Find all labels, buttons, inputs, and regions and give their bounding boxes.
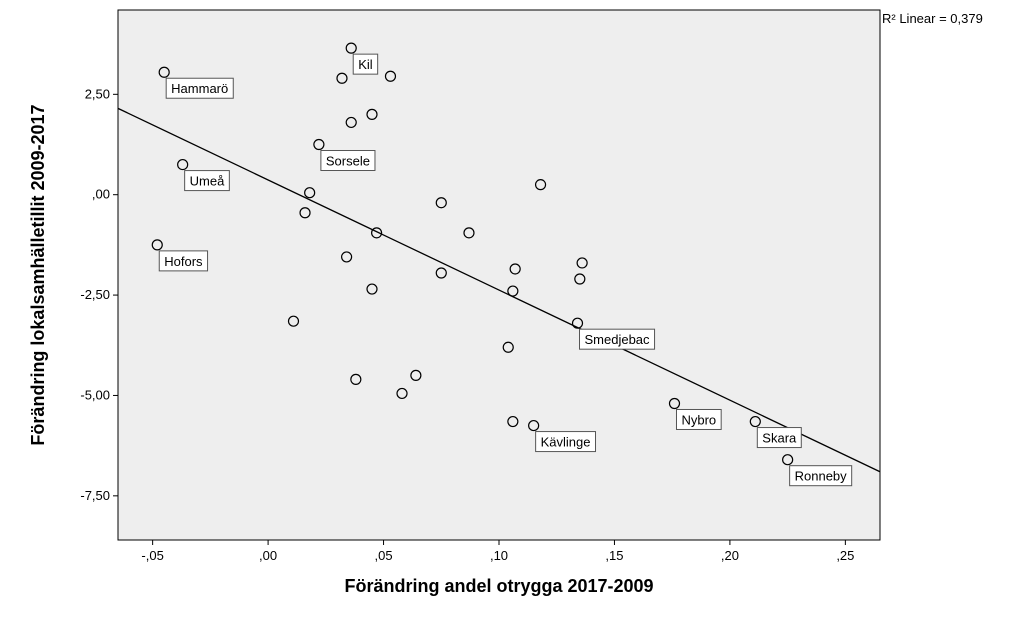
point-label-frame bbox=[320, 150, 376, 172]
data-point bbox=[341, 251, 353, 263]
point-label: Umeå bbox=[190, 174, 225, 189]
data-point bbox=[299, 207, 311, 219]
x-axis-title: Förändring andel otrygga 2017-2009 bbox=[344, 576, 653, 596]
point-label: Smedjebac bbox=[585, 332, 651, 347]
y-tick-label: -7,50 bbox=[80, 488, 110, 503]
data-point bbox=[313, 138, 325, 151]
y-tick-label: -5,00 bbox=[80, 387, 110, 402]
x-tick-label: -,05 bbox=[141, 548, 163, 563]
point-label-box: Smedjebac bbox=[579, 328, 656, 350]
point-label-frame bbox=[789, 465, 853, 487]
x-tick-label: ,10 bbox=[490, 548, 508, 563]
point-label-frame bbox=[352, 53, 379, 75]
labels-group: Kil Hammarö Sorsele Umeå Hofors Kävlinge Smedj… bbox=[158, 53, 853, 487]
point-label-frame bbox=[535, 431, 597, 453]
point-label-box: Sorsele bbox=[320, 150, 376, 172]
data-point bbox=[345, 116, 357, 129]
data-point bbox=[336, 72, 348, 84]
point-label: Kil bbox=[358, 57, 373, 72]
data-point bbox=[396, 387, 408, 400]
data-point bbox=[435, 197, 447, 209]
point-label-box: Hofors bbox=[158, 250, 209, 272]
data-point bbox=[366, 108, 378, 120]
fit-line-group bbox=[117, 107, 881, 473]
y-tick-label: -2,50 bbox=[80, 287, 110, 302]
x-ticks: -,05 ,00 ,05 ,10 ,15 ,20 ,25 bbox=[141, 540, 854, 563]
data-point bbox=[463, 227, 475, 239]
point-label: Hofors bbox=[164, 254, 203, 269]
data-point bbox=[571, 317, 584, 329]
point-label-frame bbox=[158, 250, 209, 272]
x-tick-label: ,15 bbox=[605, 548, 623, 563]
data-point bbox=[509, 263, 521, 275]
data-point bbox=[350, 373, 362, 385]
data-point bbox=[435, 267, 447, 279]
point-label: Hammarö bbox=[171, 81, 228, 96]
r2-label: R² Linear = 0,379 bbox=[882, 11, 983, 26]
point-label: Nybro bbox=[681, 412, 716, 427]
point-label: Kävlinge bbox=[541, 435, 591, 450]
data-point bbox=[371, 227, 383, 239]
data-point bbox=[177, 158, 189, 171]
point-label-box: Skara bbox=[756, 427, 802, 449]
x-tick-label: ,25 bbox=[836, 548, 854, 563]
data-point bbox=[534, 179, 547, 191]
point-label-frame bbox=[184, 170, 230, 192]
data-point bbox=[502, 341, 514, 353]
data-point bbox=[287, 315, 300, 327]
point-label-frame bbox=[675, 408, 722, 430]
data-point bbox=[782, 454, 794, 466]
point-label-box: Hammarö bbox=[165, 77, 234, 99]
y-ticks: 2,50 ,00 -2,50 -5,00 -7,50 bbox=[80, 86, 118, 503]
data-point bbox=[410, 369, 422, 381]
x-tick-label: ,05 bbox=[375, 548, 393, 563]
data-point bbox=[366, 283, 378, 295]
data-point bbox=[151, 239, 163, 251]
point-label-frame bbox=[165, 77, 234, 99]
data-point bbox=[528, 419, 540, 432]
data-point bbox=[668, 397, 681, 410]
point-label: Sorsele bbox=[326, 154, 370, 169]
data-point bbox=[158, 66, 170, 78]
y-tick-label: ,00 bbox=[92, 187, 110, 202]
data-point bbox=[345, 42, 357, 54]
data-point bbox=[507, 285, 519, 297]
point-label-box: Nybro bbox=[675, 408, 722, 430]
data-point bbox=[507, 415, 519, 428]
point-label-box: Kil bbox=[352, 53, 379, 75]
point-label: Ronneby bbox=[795, 469, 848, 484]
point-label-box: Umeå bbox=[184, 170, 230, 192]
y-axis-title: Förändring lokalsamhälletillit 2009-2017 bbox=[28, 104, 48, 445]
x-tick-label: ,00 bbox=[259, 548, 277, 563]
data-point bbox=[749, 415, 761, 428]
point-label-box: Kävlinge bbox=[535, 431, 597, 453]
point-label-frame bbox=[579, 328, 656, 350]
fit-line bbox=[117, 107, 881, 473]
point-label-box: Ronneby bbox=[789, 465, 853, 487]
point-label: Skara bbox=[762, 431, 797, 446]
y-tick-label: 2,50 bbox=[85, 86, 110, 101]
data-point bbox=[576, 257, 588, 269]
points-group bbox=[151, 42, 794, 466]
x-tick-label: ,20 bbox=[721, 548, 739, 563]
point-label-frame bbox=[756, 427, 802, 449]
plot-area bbox=[117, 9, 881, 541]
data-point bbox=[384, 70, 397, 82]
data-point bbox=[574, 273, 586, 285]
data-point bbox=[304, 187, 316, 199]
